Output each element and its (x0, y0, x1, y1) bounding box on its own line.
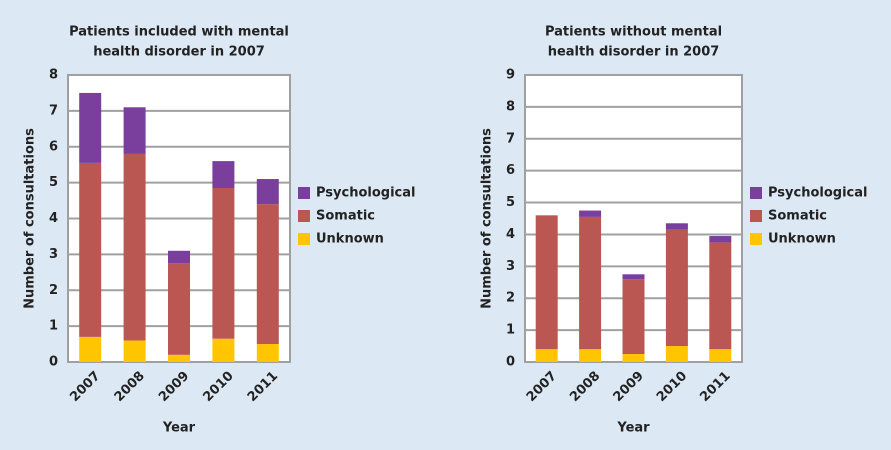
bar-segment (709, 236, 732, 243)
y-tick-label: 4 (49, 211, 58, 226)
x-tick-label: 2007 (67, 369, 103, 405)
y-axis-label: Number of consultations (480, 128, 495, 309)
x-tick-label: 2009 (611, 369, 647, 405)
x-tick-label: 2010 (201, 369, 237, 405)
bar-segment (123, 153, 146, 341)
x-tick-label: 2008 (567, 369, 603, 405)
x-tick-label: 2009 (156, 369, 192, 405)
y-tick-label: 9 (506, 68, 515, 83)
y-tick-label: 8 (49, 68, 58, 83)
legend-swatch (750, 210, 762, 222)
y-tick-label: 4 (506, 227, 515, 242)
bar-segment (579, 349, 602, 362)
y-tick-label: 7 (49, 103, 58, 118)
bar-segment (168, 263, 190, 355)
y-tick-label: 6 (49, 139, 58, 154)
bar-segment (665, 229, 688, 347)
legend-label: Psychological (768, 186, 868, 201)
bar-segment (535, 215, 558, 350)
y-tick-label: 5 (506, 195, 515, 210)
legend-label: Somatic (768, 209, 827, 224)
bar-segment (256, 179, 279, 205)
bar-segment (212, 161, 235, 189)
y-tick-label: 0 (506, 355, 515, 370)
bar-segment (579, 216, 602, 350)
chart-title: health disorder in 2007 (548, 45, 720, 60)
y-tick-label: 1 (49, 319, 58, 334)
y-tick-label: 3 (49, 247, 58, 262)
legend-label: Somatic (316, 209, 375, 224)
bar-segment (79, 162, 102, 337)
bar-segment (123, 107, 146, 154)
legend-swatch (750, 187, 762, 199)
bar-segment (535, 349, 558, 362)
x-tick-label: 2011 (245, 369, 281, 405)
y-tick-label: 2 (49, 283, 58, 298)
bar-segment (79, 92, 102, 163)
y-tick-label: 5 (49, 175, 58, 190)
bar-segment (212, 338, 235, 362)
bar-segment (579, 210, 602, 217)
bar-segment (168, 354, 190, 362)
bar-segment (256, 204, 279, 345)
bar-segment (622, 354, 645, 362)
x-tick-label: 2007 (524, 369, 560, 405)
legend-label: Unknown (768, 232, 836, 247)
y-tick-label: 6 (506, 163, 515, 178)
bar-segment (709, 242, 732, 350)
legend-swatch (298, 210, 310, 222)
bar-segment (622, 274, 645, 280)
y-tick-label: 3 (506, 259, 515, 274)
x-tick-label: 2008 (112, 369, 148, 405)
legend-swatch (298, 233, 310, 245)
bar-segment (212, 188, 235, 339)
x-axis-label: Year (616, 421, 650, 436)
bar-segment (168, 250, 190, 264)
y-tick-label: 1 (506, 323, 515, 338)
x-tick-label: 2011 (697, 369, 733, 405)
chart-title: Patients without mental (545, 25, 722, 40)
x-axis-label: Year (162, 421, 196, 436)
bar-segment (622, 279, 645, 355)
bar-segment (665, 346, 688, 362)
y-tick-label: 2 (506, 291, 515, 306)
y-tick-label: 7 (506, 131, 515, 146)
bar-segment (665, 223, 688, 230)
bar-segment (79, 336, 102, 362)
x-tick-label: 2010 (654, 369, 690, 405)
y-tick-label: 0 (49, 355, 58, 370)
bar-segment (256, 344, 279, 362)
bar-segment (709, 349, 732, 362)
bar-segment (123, 340, 146, 362)
legend-swatch (750, 233, 762, 245)
y-tick-label: 8 (506, 99, 515, 114)
chart-title: health disorder in 2007 (93, 45, 265, 60)
y-axis-label: Number of consultations (23, 128, 38, 309)
legend-label: Unknown (316, 232, 384, 247)
legend-swatch (298, 187, 310, 199)
chart-title: Patients included with mental (69, 25, 289, 40)
legend-label: Psychological (316, 186, 416, 201)
